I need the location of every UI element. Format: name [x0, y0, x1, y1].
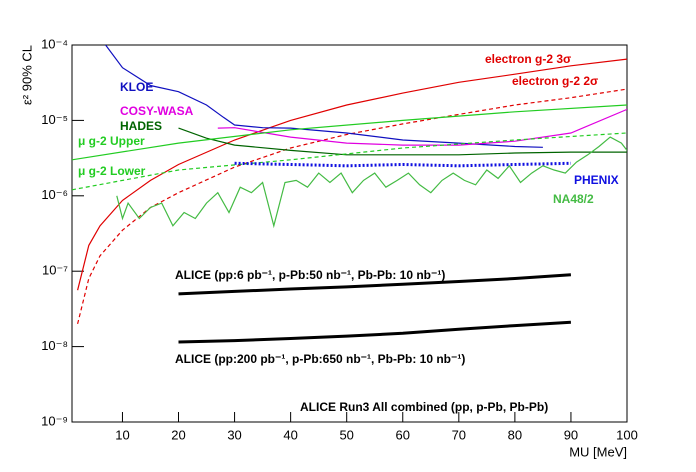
x-tick-label: 80 — [508, 427, 522, 442]
x-tick-label: 90 — [564, 427, 578, 442]
series-line — [105, 45, 543, 148]
series-label: PHENIX — [574, 173, 619, 187]
x-tick-label: 10 — [115, 427, 129, 442]
y-tick-label: 10⁻⁵ — [41, 112, 68, 127]
series-label: electron g-2 2σ — [512, 74, 598, 88]
x-tick-label: 20 — [171, 427, 185, 442]
series-line — [178, 127, 627, 156]
annotation: ALICE Run3 All combined (pp, p-Pb, Pb-Pb… — [300, 400, 548, 414]
series-label: μ g-2 Upper — [78, 134, 145, 148]
series-line — [77, 88, 627, 325]
plot-frame — [71, 44, 628, 423]
series-line — [72, 132, 627, 191]
y-tick-label: 10⁻⁴ — [41, 36, 68, 51]
y-tick-label: 10⁻⁹ — [41, 413, 68, 428]
series-label: μ g-2 Lower — [78, 164, 146, 178]
series-label: ALICE (pp:6 pb⁻¹, p-Pb:50 nb⁻¹, Pb-Pb: 1… — [175, 268, 445, 282]
series-label: electron g-2 3σ — [485, 52, 571, 66]
series-label: COSY-WASA — [120, 104, 194, 118]
series-label: KLOE — [120, 80, 153, 94]
x-tick-label: 60 — [396, 427, 410, 442]
y-tick-label: 10⁻⁶ — [41, 187, 68, 202]
y-axis-label: ε² 90% CL — [19, 45, 34, 105]
series-line — [217, 108, 627, 146]
y-tick-label: 10⁻⁷ — [42, 263, 68, 278]
series-line — [178, 320, 571, 344]
series-line — [77, 58, 627, 291]
x-tick-label: 40 — [283, 427, 297, 442]
x-tick-label: 50 — [339, 427, 353, 442]
series-label: NA48/2 — [553, 192, 594, 206]
x-tick-label: 30 — [227, 427, 241, 442]
x-tick-label: 70 — [452, 427, 466, 442]
series-line — [116, 136, 627, 229]
y-tick-label: 10⁻⁸ — [41, 338, 68, 353]
series-line — [234, 161, 571, 168]
series-label: ALICE (pp:200 pb⁻¹, p-Pb:650 nb⁻¹, Pb-Pb… — [175, 352, 465, 366]
series-label: HADES — [120, 119, 162, 133]
x-tick-label: 100 — [616, 427, 638, 442]
series-line — [178, 273, 572, 296]
series-line — [72, 104, 627, 161]
x-axis-label: MU [MeV] — [569, 444, 627, 459]
